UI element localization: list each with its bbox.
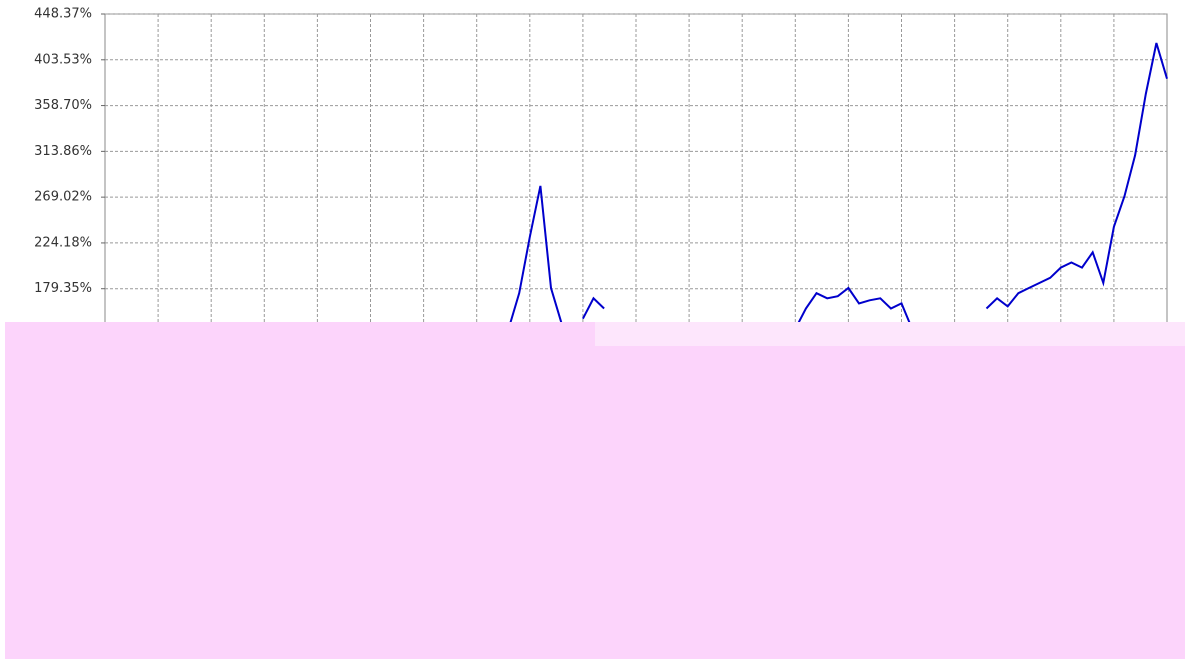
chart: 448.37% 403.53% 358.70% 313.86% 269.02% 224.1… — [0, 0, 1191, 659]
y-tick-label: 448.37% — [34, 7, 92, 22]
y-tick-label: 358.70% — [34, 98, 92, 113]
overlay-strip — [595, 322, 1185, 346]
y-tick-label: 224.18% — [34, 235, 92, 250]
y-tick-label: 313.86% — [34, 144, 92, 159]
y-tick-label: 179.35% — [34, 281, 92, 296]
y-tick-label: 403.53% — [34, 52, 92, 67]
y-tick-label: 269.02% — [34, 190, 92, 205]
overlay — [5, 322, 1185, 659]
